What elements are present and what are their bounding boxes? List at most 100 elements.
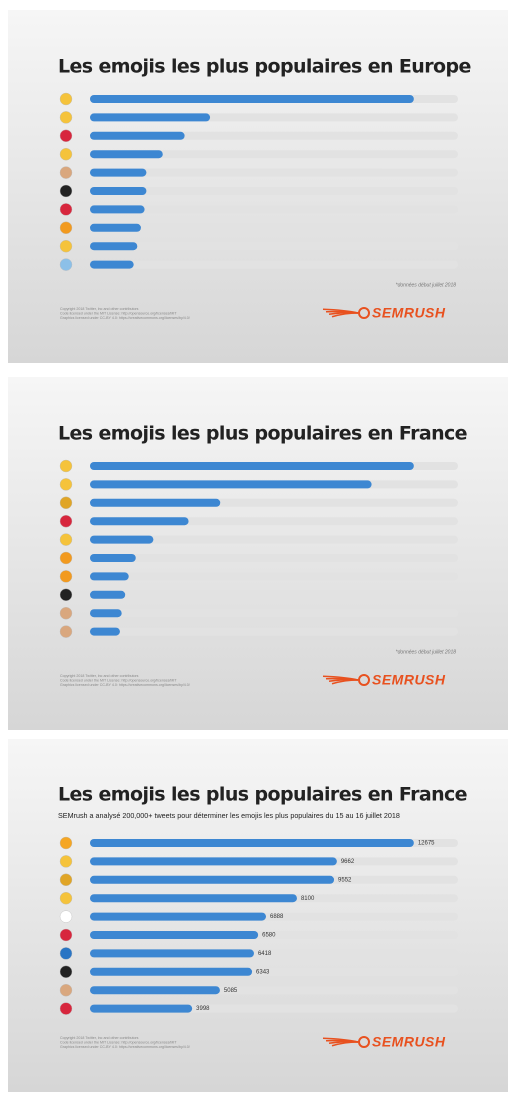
emoji-icon — [59, 892, 73, 905]
emoji-icon — [59, 111, 73, 124]
emoji-icon — [59, 836, 73, 850]
logo-text: SEMRUSH — [372, 1034, 446, 1050]
emoji-icon — [59, 984, 73, 997]
bar — [90, 554, 136, 562]
bar — [90, 95, 414, 103]
emoji-icon — [59, 92, 73, 106]
bar — [90, 967, 253, 976]
bar-track — [90, 168, 458, 177]
bar — [90, 949, 254, 958]
emoji-icon — [59, 910, 73, 923]
note: *données début juillet 2018 — [396, 649, 457, 655]
emoji-icon — [59, 873, 73, 886]
logo-flame — [331, 312, 359, 318]
bar — [90, 986, 220, 995]
value-label: 6888 — [270, 914, 284, 920]
value-label: 6343 — [256, 969, 270, 975]
credit-line: Graphics licensed under CC-BY 4.0: https… — [60, 683, 190, 687]
bar — [90, 498, 221, 507]
bar-track — [90, 187, 458, 195]
chart-title: Les emojis les plus populaires en France — [58, 423, 467, 445]
value-label: 6418 — [258, 951, 272, 957]
value-label: 9662 — [341, 859, 355, 865]
bar — [90, 517, 189, 526]
bar-track — [90, 205, 458, 214]
bar — [90, 931, 259, 939]
bar — [90, 480, 372, 489]
bar — [90, 875, 335, 884]
bar-track — [90, 627, 458, 636]
bar — [90, 131, 185, 140]
emoji-icon — [59, 184, 73, 198]
logo-ring — [358, 1036, 370, 1048]
emoji-icon — [59, 129, 73, 143]
bar-track — [90, 242, 458, 251]
bar — [90, 590, 126, 599]
bar — [90, 1004, 193, 1013]
credit-line: Graphics licensed under CC-BY 4.0: https… — [60, 1045, 190, 1049]
bar — [90, 627, 120, 636]
credit-line: Code licensed under the MIT License: htt… — [60, 311, 177, 315]
credit-line: Copyright 2018 Twitter, Inc and other co… — [60, 307, 139, 311]
emoji-icon — [59, 570, 73, 583]
bar — [90, 912, 266, 921]
chart-title: Les emojis les plus populaires en Europe — [58, 56, 471, 78]
bar — [90, 839, 414, 847]
panel — [8, 10, 508, 363]
value-label: 6580 — [262, 933, 276, 939]
bar — [90, 113, 211, 122]
emoji-icon — [59, 1002, 73, 1015]
bar — [90, 462, 414, 470]
emoji-icon — [59, 515, 73, 528]
panel — [8, 377, 508, 730]
logo: SEMRUSH — [322, 672, 446, 688]
emoji-icon — [59, 965, 73, 978]
bar-track — [90, 609, 458, 618]
bar — [90, 572, 129, 581]
emoji-icon — [59, 221, 73, 235]
logo-ring — [358, 307, 370, 319]
chart-title: Les emojis les plus populaires en France — [58, 784, 467, 806]
bar — [90, 187, 147, 195]
bar-track — [90, 572, 458, 581]
emoji-icon — [59, 459, 73, 473]
bar — [90, 150, 163, 159]
bar-track — [90, 260, 458, 269]
value-label: 3998 — [196, 1006, 210, 1012]
credit-line: Copyright 2018 Twitter, Inc and other co… — [60, 1036, 139, 1040]
emoji-icon — [59, 478, 73, 491]
value-label: 8100 — [301, 896, 315, 902]
emoji-icon — [59, 607, 73, 620]
logo: SEMRUSH — [322, 305, 446, 321]
credit-line: Copyright 2018 Twitter, Inc and other co… — [60, 674, 139, 678]
credit-line: Code licensed under the MIT License: htt… — [60, 678, 177, 682]
note: *données début juillet 2018 — [396, 282, 457, 288]
value-label: 12675 — [418, 841, 435, 847]
emoji-icon — [59, 928, 73, 942]
emoji-icon — [59, 947, 73, 960]
logo: SEMRUSH — [322, 1034, 446, 1050]
emoji-icon — [59, 258, 73, 271]
value-label: 5085 — [224, 988, 238, 994]
bar — [90, 223, 141, 232]
logo-text: SEMRUSH — [372, 672, 446, 688]
emoji-icon — [59, 625, 73, 638]
bar-track — [90, 150, 458, 159]
bar — [90, 205, 145, 214]
emoji-icon — [59, 588, 73, 601]
logo-text: SEMRUSH — [372, 305, 446, 321]
bar-track — [90, 535, 458, 544]
bar-track — [90, 223, 458, 232]
bar — [90, 242, 138, 251]
emoji-icon — [59, 166, 73, 179]
logo-flame — [331, 679, 359, 685]
bar — [90, 535, 154, 544]
emoji-icon — [59, 855, 73, 868]
logo-flame — [331, 1041, 359, 1047]
credit-line: Graphics licensed under CC-BY 4.0: https… — [60, 316, 190, 320]
bar — [90, 894, 297, 903]
emoji-icon — [59, 533, 73, 546]
bar — [90, 168, 147, 177]
bar-track — [90, 554, 458, 562]
